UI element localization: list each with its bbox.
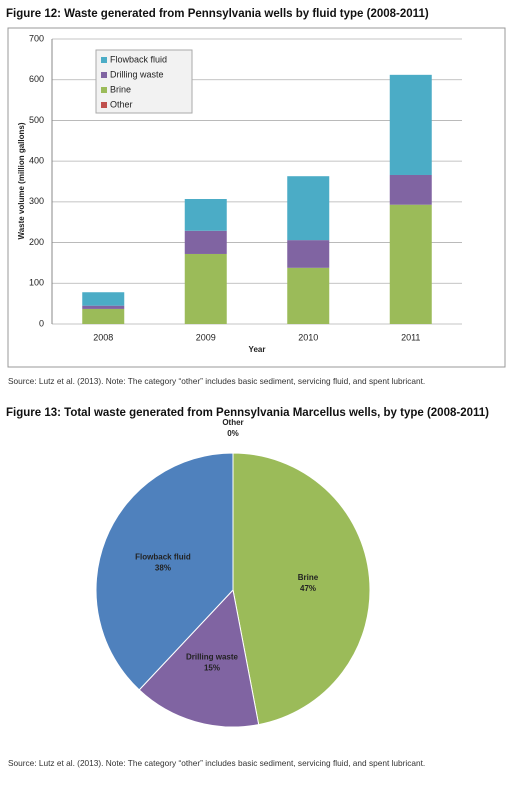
figure-title: Figure 13: Total waste generated from Pe… xyxy=(6,407,489,419)
bar-segment xyxy=(389,174,432,205)
bar-segment xyxy=(82,292,125,306)
legend-label: Drilling waste xyxy=(110,69,164,79)
y-tick-label: 400 xyxy=(29,156,44,166)
x-tick-label: 2011 xyxy=(401,332,420,342)
slice-value: 0% xyxy=(227,429,239,438)
y-axis-label: Waste volume (million gallons) xyxy=(17,122,26,239)
slice-label: Drilling waste xyxy=(186,652,239,661)
bar-segment xyxy=(287,240,330,268)
slice-value: 47% xyxy=(300,584,316,593)
bar-segment xyxy=(184,230,227,254)
bar-segment xyxy=(389,74,432,175)
y-tick-label: 700 xyxy=(29,33,44,43)
slice-label: Flowback fluid xyxy=(135,552,191,561)
bar-segment xyxy=(184,253,227,324)
legend-box xyxy=(95,49,193,114)
y-tick-label: 200 xyxy=(29,237,44,247)
legend-label: Flowback fluid xyxy=(110,54,167,64)
legend-label: Other xyxy=(110,99,133,109)
legend-swatch xyxy=(101,72,107,78)
bar-segment xyxy=(82,305,125,309)
slice-label: Other xyxy=(222,418,243,427)
legend-swatch xyxy=(101,87,107,93)
x-tick-label: 2008 xyxy=(93,332,113,342)
bar-segment xyxy=(287,267,330,324)
source-note: Source: Lutz et al. (2013). Note: The ca… xyxy=(8,376,425,386)
x-tick-label: 2009 xyxy=(196,332,216,342)
bar-segment xyxy=(184,199,227,231)
legend-label: Brine xyxy=(110,84,131,94)
y-tick-label: 0 xyxy=(39,318,44,328)
slice-label: Brine xyxy=(298,573,319,582)
y-tick-label: 500 xyxy=(29,115,44,125)
x-tick-label: 2010 xyxy=(298,332,318,342)
pie-slice xyxy=(232,452,371,726)
pie-slice xyxy=(95,452,234,691)
y-tick-label: 100 xyxy=(29,278,44,288)
slice-value: 38% xyxy=(155,563,171,572)
y-tick-label: 600 xyxy=(29,74,44,84)
x-axis-label: Year xyxy=(249,345,266,354)
legend-swatch xyxy=(101,57,107,63)
pie-slice xyxy=(138,588,260,728)
bar-segment xyxy=(389,204,432,324)
legend-swatch xyxy=(101,102,107,108)
bar-segment xyxy=(82,308,125,324)
bar-segment xyxy=(287,176,330,241)
source-note: Source: Lutz et al. (2013). Note: The ca… xyxy=(8,758,425,768)
figure-title: Figure 12: Waste generated from Pennsylv… xyxy=(6,8,429,20)
y-tick-label: 300 xyxy=(29,196,44,206)
slice-value: 15% xyxy=(204,663,220,672)
